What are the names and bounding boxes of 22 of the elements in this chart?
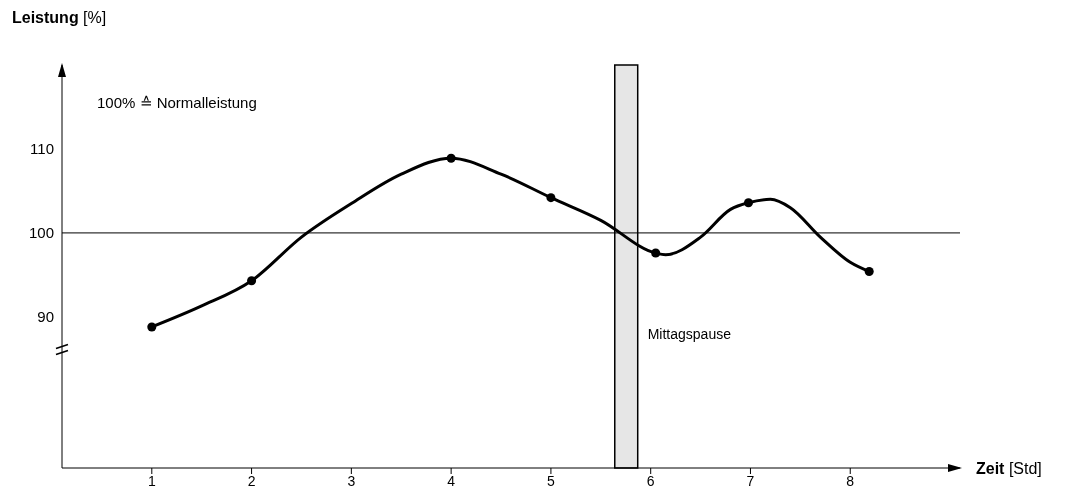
x-tick-label: 2	[247, 472, 256, 489]
x-axis-title: Zeit [Std]	[976, 460, 1042, 477]
y-tick-label: 110	[30, 140, 54, 158]
point	[546, 193, 556, 203]
point	[864, 267, 874, 277]
x-tick-label: 8	[846, 472, 855, 489]
y-tick-label: 100	[28, 224, 54, 242]
point	[651, 248, 661, 258]
point	[446, 153, 456, 163]
point	[247, 276, 257, 286]
y-axis-title: Leistung [%]	[12, 9, 107, 26]
annotation: 100% ≙ Normalleistung	[97, 94, 257, 111]
point	[743, 198, 753, 208]
point	[147, 322, 157, 332]
x-tick-label: 4	[447, 472, 456, 489]
x-tick-label: 5	[547, 472, 556, 489]
x-tick-label: 7	[746, 472, 755, 489]
x-tick-label: 1	[147, 472, 156, 489]
x-tick-label: 6	[646, 472, 655, 489]
band-label: Mittagspause	[647, 326, 732, 343]
x-tick-label: 3	[347, 472, 356, 489]
y-tick-label: 90	[37, 308, 54, 326]
